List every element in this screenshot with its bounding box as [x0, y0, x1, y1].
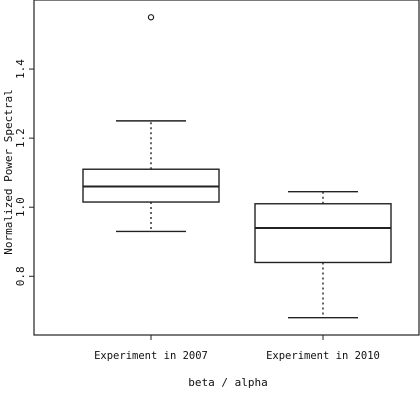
- x-axis-label: beta / alpha: [188, 376, 267, 389]
- x-axis: Experiment in 2007 Experiment in 2010: [94, 335, 380, 362]
- y-tick-label: 1.0: [14, 197, 27, 217]
- y-tick-label: 0.8: [14, 266, 27, 286]
- x-tick-label: Experiment in 2007: [94, 350, 208, 362]
- box-group: [254, 190, 392, 319]
- y-axis: 0.8 1.0 1.2 1.4: [14, 59, 34, 286]
- outlier-point: [147, 14, 155, 21]
- plot-frame: [33, 0, 420, 336]
- box-series: [82, 14, 392, 319]
- box-group: [82, 14, 220, 233]
- x-tick-label: Experiment in 2010: [266, 350, 380, 362]
- y-tick-label: 1.2: [14, 128, 27, 148]
- y-tick-label: 1.4: [14, 59, 27, 79]
- y-axis-label: Normalized Power Spectral: [2, 89, 15, 255]
- box-iqr: [254, 203, 392, 264]
